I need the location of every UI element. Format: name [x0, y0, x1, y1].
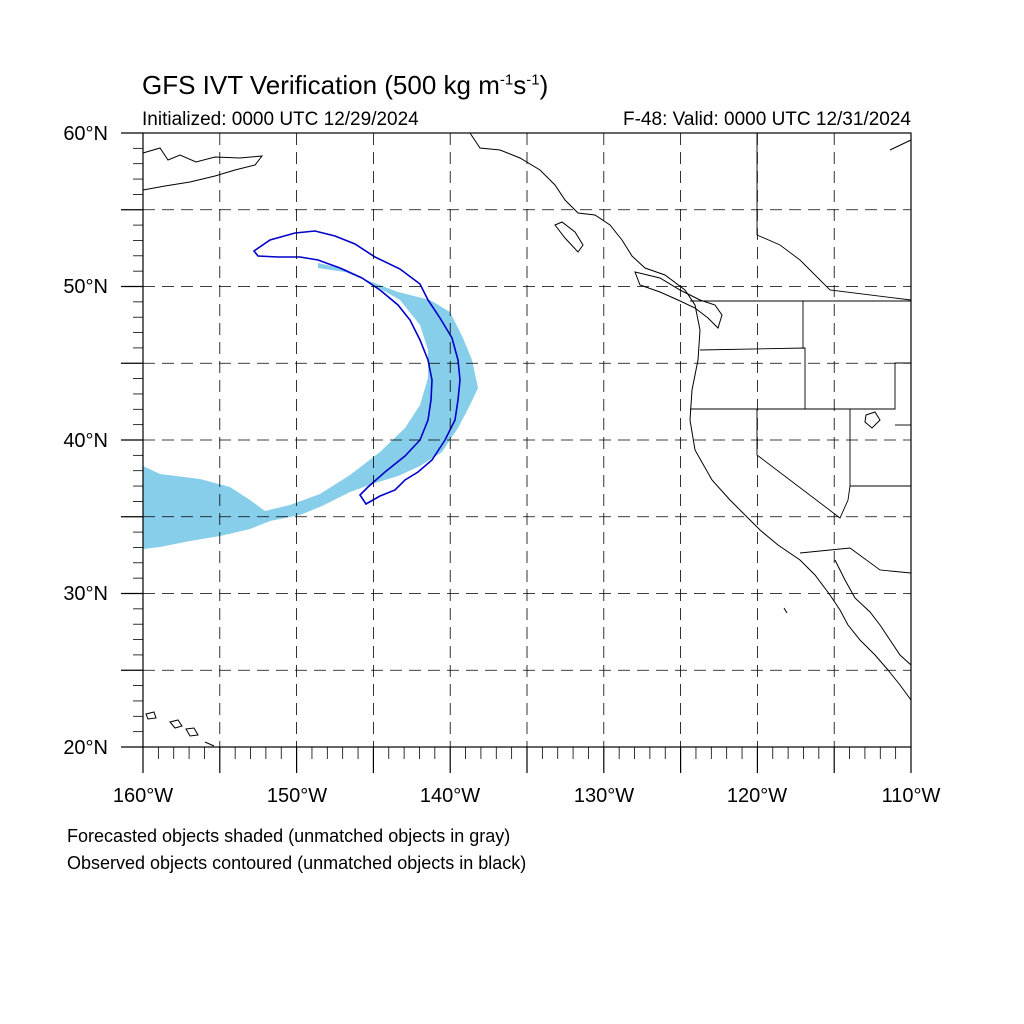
map-title: GFS IVT Verification (500 kg m-1s-1) — [142, 70, 548, 101]
forecast-ivt-object — [143, 263, 478, 549]
note-forecast: Forecasted objects shaded (unmatched obj… — [67, 826, 511, 846]
lat-label-30n: 30°N — [63, 583, 108, 605]
lat-label-20n: 20°N — [63, 737, 108, 759]
title-exponent-2: -1 — [526, 71, 540, 89]
lon-label-130w: 130°W — [573, 785, 635, 807]
note-observed: Observed objects contoured (unmatched ob… — [67, 853, 527, 873]
political-borders — [690, 133, 912, 574]
axis-ticks — [121, 132, 912, 773]
lon-label-120w: 120°W — [726, 785, 788, 807]
lon-label-140w: 140°W — [419, 785, 481, 807]
title-unit-s: s — [513, 70, 527, 100]
title-close: ) — [539, 70, 549, 100]
lat-label-60n: 60°N — [63, 123, 108, 145]
coastlines — [142, 132, 912, 747]
lat-label-50n: 50°N — [63, 276, 108, 298]
valid-time: F-48: Valid: 0000 UTC 12/31/2024 — [623, 109, 911, 130]
title-main: GFS IVT Verification (500 kg m — [142, 70, 500, 100]
observed-ivt-contour — [252, 230, 461, 506]
initialized-time: Initialized: 0000 UTC 12/29/2024 — [142, 109, 419, 130]
lon-label-150w: 150°W — [266, 785, 328, 807]
lat-label-40n: 40°N — [63, 430, 108, 452]
title-exponent-1: -1 — [499, 71, 514, 89]
lon-label-160w: 160°W — [112, 785, 174, 807]
lat-lon-gridlines — [143, 133, 911, 747]
lon-label-110w: 110°W — [881, 785, 941, 807]
